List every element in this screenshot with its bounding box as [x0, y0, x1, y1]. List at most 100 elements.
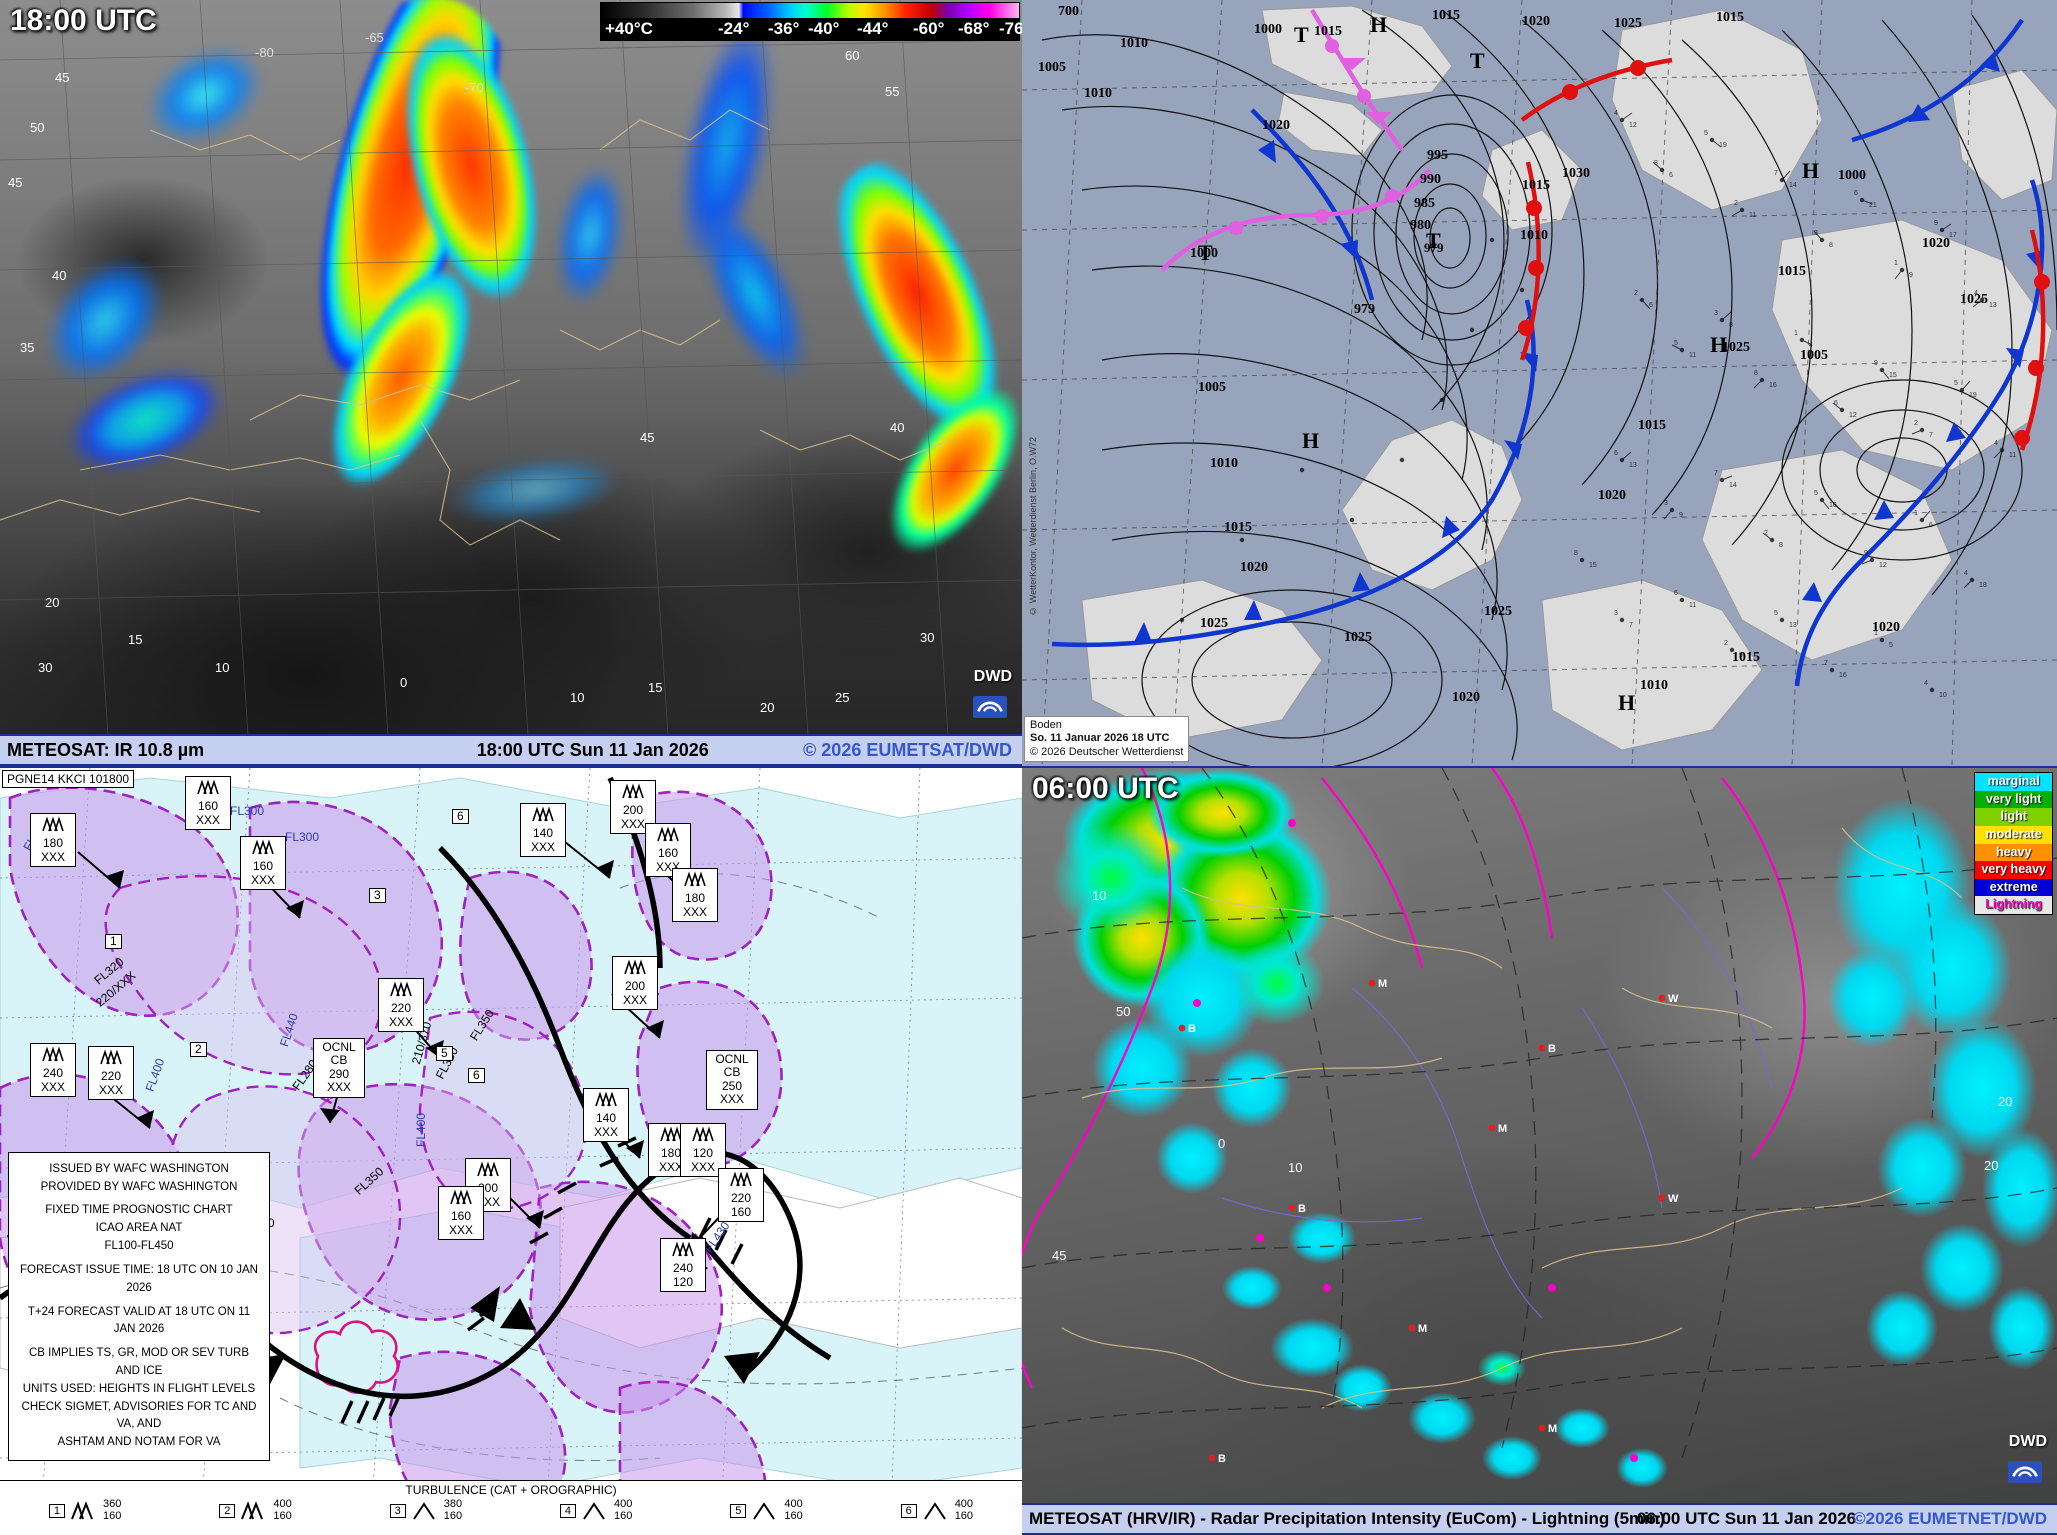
- svg-text:3: 3: [1614, 610, 1618, 617]
- svg-text:13: 13: [1989, 302, 1997, 309]
- svg-text:B: B: [1548, 1043, 1556, 1055]
- cold-front: [1051, 18, 2045, 687]
- svg-text:19: 19: [1969, 392, 1977, 399]
- svg-text:B: B: [1188, 1023, 1196, 1035]
- legend-item-very-light: very light: [1975, 790, 2052, 809]
- precipitation-echoes: B M B W M B W M B M: [1022, 768, 2057, 1488]
- turbulence-legend-item: 6 400 160: [900, 1498, 973, 1522]
- svg-text:1: 1: [1794, 330, 1798, 337]
- turbulence-area-number: 2: [219, 1503, 236, 1518]
- svg-text:5: 5: [1774, 610, 1778, 617]
- svg-text:M: M: [1548, 1423, 1557, 1435]
- svg-text:M: M: [1378, 978, 1387, 990]
- svg-text:7: 7: [1774, 170, 1778, 177]
- turbulence-levels: 400 160: [273, 1498, 292, 1522]
- caption-line-3: © 2026 Deutscher Wetterdienst: [1030, 745, 1184, 758]
- svg-text:7: 7: [1929, 432, 1933, 439]
- turbulence-levels: 360 160: [103, 1498, 122, 1522]
- isobar-overlay: [1022, 0, 2057, 766]
- svg-text:9: 9: [1739, 652, 1743, 659]
- svg-text:5: 5: [1704, 130, 1708, 137]
- precipitation-intensity-legend: marginal very light light moderate heavy very…: [1974, 772, 2053, 915]
- info-line: CB IMPLIES TS, GR, MOD OR SEV TURB AND I…: [28, 1347, 250, 1377]
- turbulence-symbol-icon: [923, 1501, 946, 1520]
- turbulence-levels: 380 160: [443, 1498, 463, 1522]
- satellite-time-overlay: 18:00 UTC: [10, 4, 157, 37]
- svg-text:9: 9: [1909, 272, 1913, 279]
- svg-text:8: 8: [1654, 160, 1658, 167]
- turbulence-legend-title: TURBULENCE (CAT + OROGRAPHIC): [405, 1483, 617, 1497]
- svg-text:6: 6: [1929, 522, 1933, 529]
- svg-text:11: 11: [1689, 352, 1696, 359]
- svg-text:3: 3: [1664, 500, 1668, 507]
- turbulence-area-number: 1: [48, 1503, 66, 1518]
- svg-text:9: 9: [1864, 550, 1868, 557]
- colorbar-tick: -68°: [958, 19, 990, 38]
- svg-text:4: 4: [1924, 680, 1928, 687]
- svg-text:3: 3: [1714, 310, 1718, 317]
- svg-text:5: 5: [1814, 490, 1818, 497]
- turbulence-area-number: 5: [730, 1503, 747, 1518]
- caption-line-2: So. 11 Januar 2026 18 UTC: [1030, 732, 1170, 745]
- info-line: UNITS USED: HEIGHTS IN FLIGHT LEVELS: [22, 1382, 256, 1395]
- turbulence-legend-bar: TURBULENCE (CAT + OROGRAPHIC) 1 360 160 2 40…: [0, 1480, 1022, 1535]
- turbulence-area-number: 6: [900, 1503, 917, 1518]
- svg-text:8: 8: [1574, 550, 1578, 557]
- svg-text:7: 7: [1714, 470, 1718, 477]
- svg-text:4: 4: [1809, 342, 1813, 349]
- svg-text:B: B: [1298, 1203, 1306, 1215]
- svg-text:17: 17: [1949, 232, 1957, 239]
- colorbar-tick: -76°: [999, 19, 1022, 38]
- info-line: CHECK SIGMET, ADVISORIES FOR TC AND VA, …: [21, 1400, 257, 1431]
- svg-text:21: 21: [1869, 202, 1877, 209]
- svg-text:6: 6: [1854, 190, 1858, 197]
- colorbar-tick: +40°C: [605, 19, 653, 38]
- satellite-footer-bar: METEOSAT: IR 10.8 µm 18:00 UTC Sun 11 Ja…: [0, 734, 1022, 766]
- info-line: ASHTAM AND NOTAM FOR VA: [57, 1436, 221, 1449]
- svg-text:2: 2: [1724, 640, 1728, 647]
- svg-text:8: 8: [1754, 370, 1758, 377]
- svg-text:4: 4: [1994, 440, 1998, 447]
- turbulence-symbol-icon: [583, 1501, 605, 1520]
- svg-text:11: 11: [1689, 602, 1696, 609]
- svg-text:14: 14: [1789, 182, 1797, 189]
- surface-chart-caption: Boden So. 11 Januar 2026 18 UTC © 2026 D…: [1024, 715, 1190, 762]
- svg-text:13: 13: [1789, 622, 1797, 629]
- svg-text:4: 4: [1964, 570, 1968, 577]
- panel-radar-precipitation: B M B W M B W M B M 10 50 0 10 20 45 20 …: [1022, 766, 2057, 1535]
- svg-text:16: 16: [1839, 672, 1847, 679]
- info-line: FIXED TIME PROGNOSTIC CHART: [45, 1204, 233, 1217]
- svg-text:14: 14: [1729, 482, 1737, 489]
- legend-item-heavy: heavy: [1975, 843, 2052, 862]
- info-line: ISSUED BY WAFC WASHINGTON: [49, 1162, 229, 1175]
- satellite-footer-center: 18:00 UTC Sun 11 Jan 2026: [476, 739, 709, 760]
- colorbar-tick: -40°: [808, 19, 840, 38]
- svg-text:7: 7: [1824, 660, 1828, 667]
- svg-text:2: 2: [1734, 200, 1738, 207]
- sigwx-bulletin-id: PGNE14 KKCI 101800: [2, 770, 135, 788]
- warm-front-bumps: [1518, 60, 2050, 446]
- dwd-logo-text: DWD: [2008, 1433, 2047, 1450]
- turbulence-legend-item: 2 400 160: [219, 1498, 292, 1522]
- radar-footer-right: ©2026 EUMETNET/DWD: [1853, 1509, 2047, 1528]
- turbulence-levels: 400 160: [614, 1498, 633, 1522]
- info-line: ICAO AREA NAT: [95, 1222, 183, 1235]
- station-plot-overlay: 412 86 519 211 714 38 621 19 917 413 26 …: [1179, 110, 2016, 699]
- dwd-logo: DWD: [952, 668, 1014, 730]
- turbulence-legend-item: 5 400 160: [730, 1498, 803, 1522]
- svg-text:6: 6: [1649, 302, 1653, 309]
- turbulence-area-number: 4: [559, 1503, 577, 1518]
- dwd-logo-text: DWD: [973, 668, 1012, 685]
- colorbar-gradient: [601, 3, 1019, 18]
- svg-text:W: W: [1668, 993, 1679, 1005]
- surface-chart-side-credit: © WetterKontor, Wetterdienst Berlin, O.W…: [1028, 437, 1038, 616]
- legend-item-light: light: [1975, 808, 2052, 826]
- svg-text:9: 9: [1874, 360, 1878, 367]
- legend-item-lightning: Lightning: [1975, 896, 2052, 914]
- svg-text:11: 11: [2009, 452, 2016, 459]
- svg-text:5: 5: [1889, 642, 1893, 649]
- info-line: FL100-FL450: [104, 1240, 174, 1253]
- svg-text:8: 8: [1729, 322, 1733, 329]
- caption-line-1: Boden: [1030, 718, 1062, 731]
